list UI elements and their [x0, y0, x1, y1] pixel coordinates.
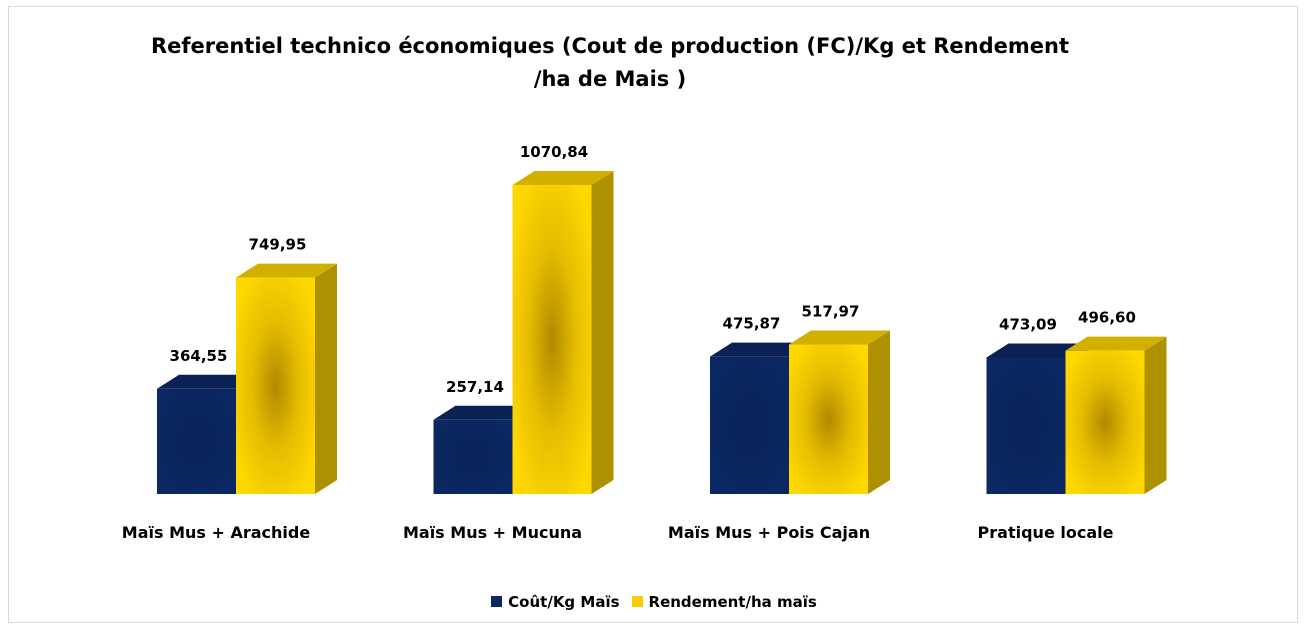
- bar-side: [1144, 336, 1167, 494]
- bar: [236, 277, 315, 494]
- chart-frame: [8, 6, 1298, 623]
- bar: [710, 356, 789, 494]
- bar-top: [157, 374, 258, 389]
- chart-title: Referentiel technico économiques (Cout d…: [150, 34, 1070, 91]
- value-label: 749,95: [249, 236, 307, 254]
- bar-side: [591, 170, 614, 495]
- value-label: 473,09: [999, 315, 1057, 333]
- bar-top: [986, 343, 1088, 358]
- x-tick-label: Maïs Mus + Mucuna: [402, 523, 583, 542]
- legend: Coût/Kg Maïs Rendement/ha maïs: [0, 593, 1308, 611]
- bar-top: [433, 405, 535, 420]
- legend-item: Rendement/ha maïs: [631, 593, 817, 611]
- bar-top: [710, 342, 811, 357]
- bar: [157, 388, 236, 494]
- legend-item: Coût/Kg Maïs: [491, 593, 620, 611]
- value-label: 364,55: [170, 347, 228, 365]
- bar-top: [236, 263, 337, 278]
- legend-swatch: [631, 596, 643, 607]
- bar: [433, 419, 513, 494]
- legend-label: Coût/Kg Maïs: [508, 593, 620, 611]
- value-label: 1070,84: [520, 143, 588, 161]
- bar: [512, 184, 592, 495]
- bar-side: [868, 330, 890, 494]
- bar-top: [789, 330, 890, 345]
- bar-side: [315, 263, 337, 494]
- legend-label: Rendement/ha maïs: [648, 593, 817, 611]
- value-label: 517,97: [802, 303, 860, 321]
- x-tick-label: Maïs Mus + Arachide: [121, 523, 311, 542]
- x-tick-label: Pratique locale: [977, 523, 1114, 542]
- value-label: 257,14: [446, 378, 504, 396]
- value-label: 475,87: [723, 315, 781, 333]
- bar-top: [1065, 336, 1167, 351]
- value-label: 496,60: [1078, 309, 1136, 327]
- x-tick-label: Maïs Mus + Pois Cajan: [667, 523, 871, 542]
- bar: [789, 344, 868, 494]
- legend-swatch: [491, 596, 503, 607]
- bar: [986, 357, 1066, 494]
- bar-top: [512, 170, 614, 185]
- bar: [1065, 350, 1145, 494]
